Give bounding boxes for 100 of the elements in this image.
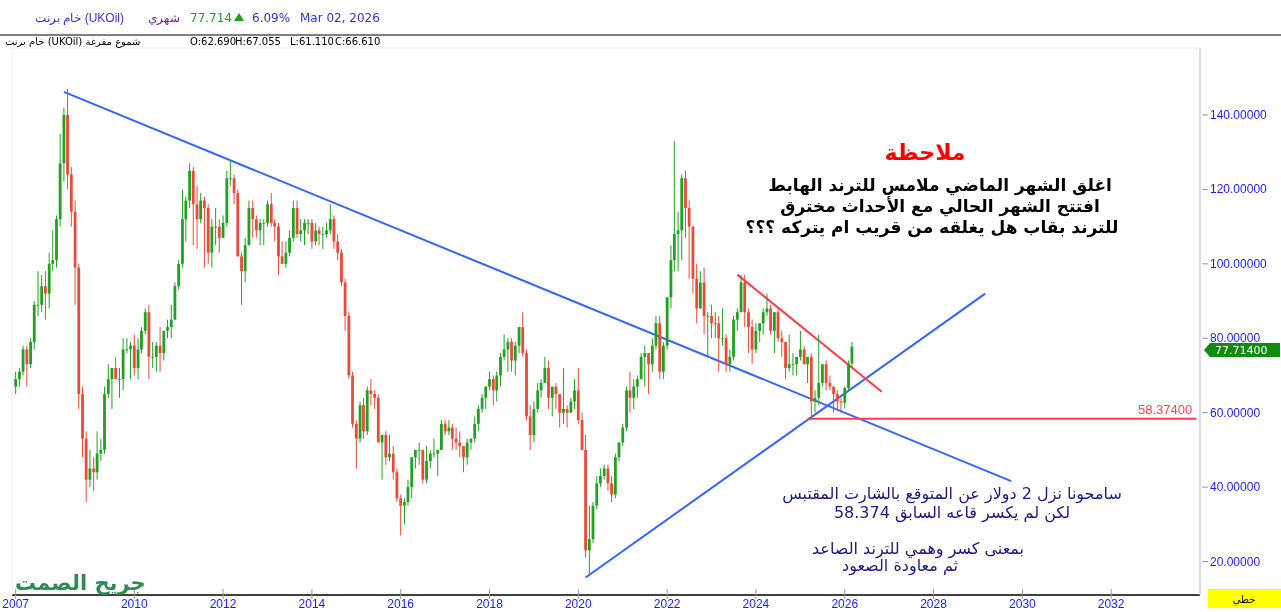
- candlestick: [550, 386, 554, 417]
- annotation: بمعنى كسر وهمي للترند الصاعد: [811, 539, 1025, 559]
- x-tick-label: 2007: [2, 597, 30, 611]
- text: خطي: [1232, 594, 1256, 606]
- candlestick: [40, 274, 44, 313]
- candlestick: [132, 334, 136, 376]
- candlestick: [710, 304, 713, 339]
- candlestick: [687, 200, 691, 280]
- candlestick: [354, 419, 358, 469]
- candlestick: [735, 307, 739, 332]
- candlestick: [806, 356, 809, 384]
- y-tick-label: 40.00000: [1210, 480, 1261, 495]
- candlestick: [599, 467, 602, 488]
- candlestick: [713, 311, 717, 339]
- candlestick: [328, 203, 332, 235]
- candlestick: [643, 345, 647, 388]
- candlestick: [647, 352, 650, 395]
- candlestick: [621, 423, 625, 447]
- candlestick: [169, 304, 173, 339]
- candlestick: [513, 341, 517, 376]
- candlestick: [321, 226, 325, 250]
- chart-title: خام برنت (UKOil): [35, 11, 125, 25]
- annotation: سامحونا نزل 2 دولار عن المتوقع بالشارت المقتبس: [782, 484, 1122, 504]
- candlestick: [573, 378, 576, 410]
- candlestick: [635, 374, 639, 399]
- candlestick: [587, 505, 591, 577]
- candlestick: [25, 345, 29, 388]
- candlestick: [706, 311, 710, 358]
- candlestick: [258, 218, 262, 246]
- candlestick: [772, 311, 776, 354]
- candlestick: [166, 319, 169, 339]
- candlestick: [369, 378, 373, 406]
- candlestick: [506, 337, 510, 373]
- candlestick: [266, 200, 269, 228]
- x-tick-label: 2010: [120, 597, 148, 611]
- candlestick: [488, 371, 491, 391]
- candlestick: [425, 445, 428, 484]
- annotation: جريح الصمت: [15, 571, 146, 595]
- candlestick: [14, 371, 18, 395]
- candlestick: [217, 218, 221, 254]
- text: C:66.610: [335, 36, 381, 47]
- x-tick-label: 2024: [742, 597, 770, 611]
- candlestick: [154, 341, 158, 373]
- candlestick: [465, 438, 469, 466]
- candlestick: [843, 385, 847, 410]
- candlestick: [151, 341, 155, 369]
- candlestick: [798, 330, 802, 362]
- y-tick-label: 120.00000: [1210, 182, 1268, 197]
- x-tick-label: 2020: [564, 597, 592, 611]
- y-tick-label: 80.00000: [1210, 331, 1261, 346]
- x-tick-label: 2022: [653, 597, 681, 611]
- text: خام برنت (UKOil) شموع مفرغة: [5, 36, 141, 48]
- candlestick: [95, 430, 99, 481]
- candlestick: [717, 315, 721, 373]
- text: 77.714: [190, 11, 232, 25]
- candlestick: [791, 352, 795, 376]
- candlestick: [199, 192, 203, 224]
- candlestick: [450, 423, 454, 451]
- candlestick: [143, 307, 147, 336]
- candlestick: [44, 270, 47, 321]
- candlestick: [314, 222, 318, 246]
- x-tick-label: 2030: [1009, 597, 1037, 611]
- text: 6.09%: [252, 11, 291, 25]
- candlestick: [29, 337, 32, 369]
- candlestick: [754, 322, 758, 354]
- candlestick: [203, 196, 206, 269]
- candlestick: [306, 218, 310, 235]
- x-tick-label: 2026: [831, 597, 859, 611]
- candlestick: [824, 360, 828, 391]
- candlestick: [262, 218, 266, 246]
- annotation: ملاحظة: [884, 140, 966, 165]
- candlestick: [92, 456, 96, 492]
- candlestick: [251, 200, 255, 239]
- chart-subtitle: شهري: [148, 11, 180, 25]
- candlestick: [562, 367, 565, 425]
- candlestick: [254, 214, 258, 239]
- x-tick-label: 2018: [476, 597, 504, 611]
- candlestick: [769, 304, 773, 336]
- x-tick-label: 2012: [209, 597, 237, 611]
- candlestick: [510, 337, 513, 373]
- text: O:62.690: [190, 36, 237, 47]
- annotation: 58.37400: [1138, 401, 1193, 417]
- text: 77.71400: [1215, 344, 1268, 357]
- candlestick: [462, 445, 465, 473]
- text: H:67.055: [235, 36, 281, 47]
- candlestick: [388, 434, 391, 462]
- x-tick-label: 2028: [920, 597, 948, 611]
- candlestick: [491, 374, 495, 406]
- y-tick-label: 100.00000: [1210, 256, 1268, 271]
- candlestick: [458, 430, 462, 458]
- candlestick: [417, 441, 421, 466]
- y-tick-label: 140.00000: [1210, 107, 1268, 122]
- candlestick: [721, 307, 724, 347]
- candlestick: [303, 218, 306, 246]
- annotation: للترند بقاب هل يغلقه من قريب ام يتركه ؟؟؟: [745, 217, 1119, 238]
- candlestick: [240, 252, 243, 306]
- y-tick-label: 20.00000: [1210, 554, 1261, 569]
- annotation: اغلق الشهر الماضي ملامس للترند الهابط: [768, 175, 1112, 196]
- text: L:61.110: [290, 36, 334, 47]
- candlestick: [162, 330, 166, 362]
